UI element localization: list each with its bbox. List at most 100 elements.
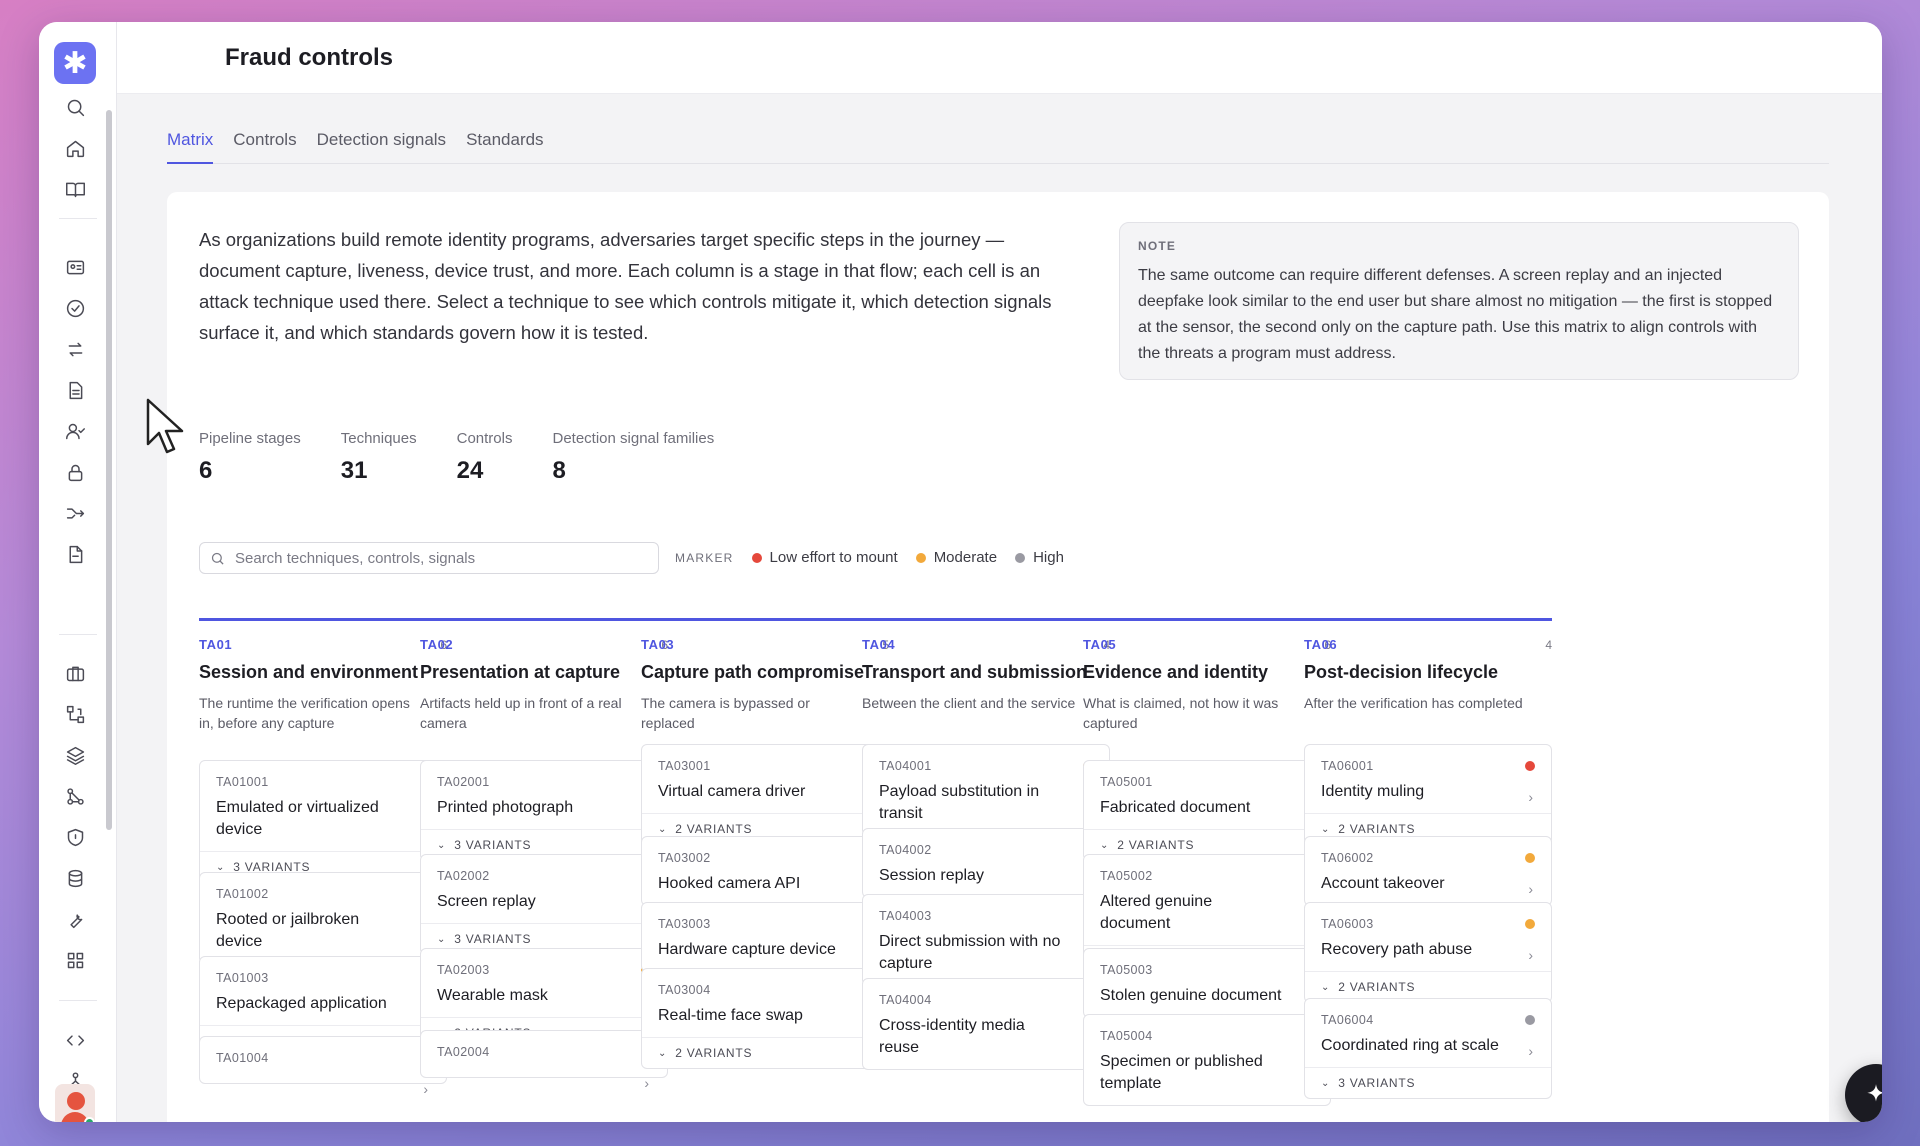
- search-box[interactable]: [199, 542, 659, 574]
- variants-label: 3 VARIANTS: [233, 860, 311, 874]
- matrix-column: TA02 6 Presentation at capture Artifacts he…: [420, 618, 668, 1091]
- technique-card[interactable]: TA06003 Recovery path abuse › ⌄ 2 VARIANTS: [1304, 902, 1552, 1003]
- chevron-right-icon[interactable]: ›: [1528, 1043, 1533, 1059]
- chevron-right-icon[interactable]: ›: [1528, 789, 1533, 805]
- column-count: 4: [1545, 637, 1552, 652]
- layers-icon[interactable]: [60, 740, 90, 770]
- chevron-right-icon[interactable]: ›: [644, 1075, 649, 1091]
- tab-standards[interactable]: Standards: [466, 130, 544, 149]
- avatar[interactable]: [55, 1084, 95, 1122]
- technique-title: Real-time face swap: [658, 1007, 803, 1024]
- variants-toggle[interactable]: ⌄ 3 VARIANTS: [200, 851, 446, 882]
- technique-title: Repackaged application: [216, 995, 387, 1012]
- chevron-right-icon[interactable]: ›: [1528, 947, 1533, 963]
- tab-matrix[interactable]: Matrix: [167, 122, 214, 164]
- flow-icon[interactable]: [60, 699, 90, 729]
- shield-icon[interactable]: [60, 822, 90, 852]
- variants-label: 2 VARIANTS: [675, 1046, 753, 1060]
- document-icon[interactable]: [60, 375, 90, 405]
- column-code: TA02: [420, 637, 454, 652]
- search-input[interactable]: [235, 549, 635, 567]
- chevron-down-icon: ⌄: [658, 823, 668, 835]
- technique-title: Identity muling: [1321, 783, 1425, 800]
- tab-detection-signals[interactable]: Detection signals: [316, 130, 447, 149]
- sparkle-icon: [1867, 1084, 1882, 1102]
- variants-toggle[interactable]: ⌄ 2 VARIANTS: [642, 813, 888, 844]
- column-header: TA02 6 Presentation at capture Artifacts he…: [420, 618, 668, 760]
- variants-toggle[interactable]: ⌄ 3 VARIANTS: [1305, 1067, 1551, 1098]
- assistant-button[interactable]: [1845, 1064, 1882, 1122]
- variants-toggle[interactable]: ⌄ 2 VARIANTS: [642, 1037, 888, 1068]
- wrench-icon[interactable]: [60, 904, 90, 934]
- stat-value: 6: [199, 457, 213, 484]
- stat-label: Pipeline stages: [199, 430, 301, 447]
- column-subtitle: Between the client and the service: [862, 695, 1076, 711]
- nodes-icon[interactable]: [60, 781, 90, 811]
- legend-item-low: Low effort to mount: [751, 549, 898, 566]
- note-label: NOTE: [1138, 239, 1177, 253]
- variants-toggle[interactable]: ⌄ 3 VARIANTS: [421, 829, 667, 860]
- technique-card[interactable]: TA04003 Direct submission with no capture…: [862, 894, 1110, 986]
- file-text-icon[interactable]: [60, 539, 90, 569]
- home-icon[interactable]: [60, 133, 90, 163]
- column-count: 6: [440, 637, 447, 652]
- chevron-right-icon[interactable]: ›: [423, 1081, 428, 1097]
- column-subtitle: Artifacts held up in front of a real cam…: [420, 695, 622, 731]
- merge-icon[interactable]: [60, 498, 90, 528]
- grid-icon[interactable]: [60, 945, 90, 975]
- column-title: Evidence and identity: [1083, 662, 1269, 682]
- variants-toggle[interactable]: ⌄ 2 VARIANTS: [1084, 829, 1330, 860]
- tab-bar: Matrix Controls Detection signals Standa…: [167, 122, 1829, 164]
- user-check-icon[interactable]: [60, 416, 90, 446]
- legend-title: MARKER: [675, 550, 734, 565]
- technique-title: Altered genuine document: [1100, 893, 1213, 932]
- check-circle-icon[interactable]: [60, 293, 90, 323]
- mouse-cursor-icon: [146, 398, 184, 454]
- technique-code: TA02002: [437, 869, 490, 883]
- legend-label: Low effort to mount: [769, 549, 898, 566]
- search-icon[interactable]: [60, 92, 90, 122]
- technique-card[interactable]: TA06004 Coordinated ring at scale › ⌄ 3 VARI…: [1304, 998, 1552, 1099]
- technique-title: Rooted or jailbroken device: [216, 911, 360, 950]
- app-logo-icon[interactable]: ✱: [54, 42, 96, 84]
- chevron-right-icon[interactable]: ›: [1528, 881, 1533, 897]
- technique-code: TA02001: [437, 775, 490, 789]
- variants-toggle[interactable]: ⌄ 2 VARIANTS: [1305, 971, 1551, 1002]
- code-icon[interactable]: [60, 1025, 90, 1055]
- chevron-down-icon: ⌄: [1321, 981, 1331, 993]
- transfer-icon[interactable]: [60, 334, 90, 364]
- technique-card[interactable]: TA06002 Account takeover ›: [1304, 836, 1552, 906]
- id-card-icon[interactable]: [60, 252, 90, 282]
- variants-toggle[interactable]: ⌄ 2 VARIANTS: [1305, 813, 1551, 844]
- tab-controls[interactable]: Controls: [233, 130, 297, 149]
- database-icon[interactable]: [60, 863, 90, 893]
- note-text: The same outcome can require different d…: [1138, 267, 1773, 362]
- stats-row: Pipeline stages 6 Techniques 31 Controls…: [199, 430, 714, 485]
- book-icon[interactable]: [60, 174, 90, 204]
- technique-title: Fabricated document: [1100, 799, 1251, 816]
- technique-code: TA05003: [1100, 963, 1153, 977]
- lock-icon[interactable]: [60, 457, 90, 487]
- technique-card[interactable]: TA01004 ›: [199, 1036, 447, 1097]
- variants-toggle[interactable]: ⌄ 3 VARIANTS: [421, 923, 667, 954]
- briefcase-icon[interactable]: [60, 658, 90, 688]
- technique-card[interactable]: TA02004 ›: [420, 1030, 668, 1091]
- matrix-panel: As organizations build remote identity p…: [167, 192, 1829, 1122]
- rail-scrollbar[interactable]: [106, 110, 112, 830]
- technique-card[interactable]: TA06001 Identity muling › ⌄ 2 VARIANTS: [1304, 744, 1552, 845]
